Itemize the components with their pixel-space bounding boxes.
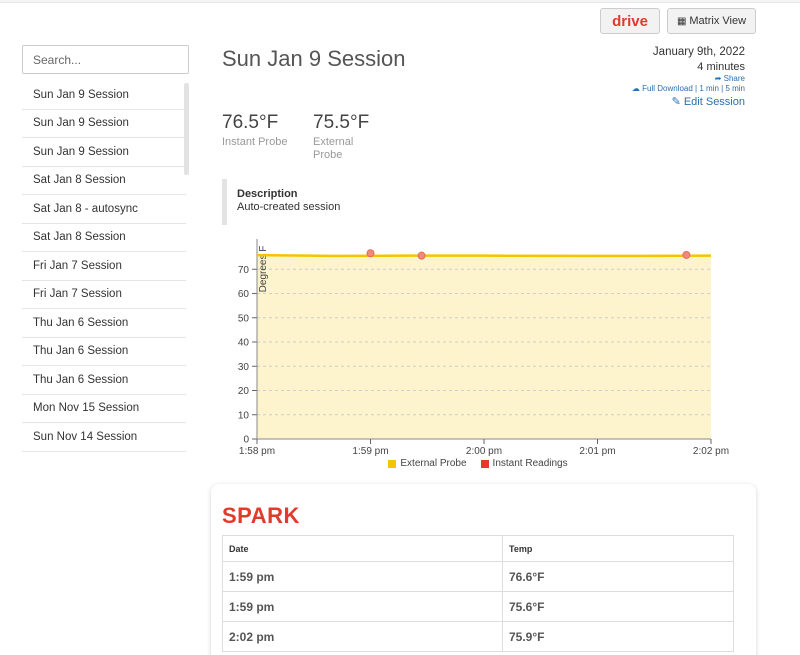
session-date: January 9th, 2022 <box>652 46 745 58</box>
table-row: 1:59 pm 75.6°F <box>222 591 734 622</box>
external-probe-area <box>257 255 711 439</box>
row-temp: 76.6°F <box>502 561 734 592</box>
y-tick-label: 40 <box>238 338 250 349</box>
instant-probe-label: Instant Probe <box>222 136 288 148</box>
row-temp: 75.9°F <box>502 621 734 652</box>
legend-external-probe[interactable]: External Probe <box>388 458 467 469</box>
matrix-view-button[interactable]: ▦ Matrix View <box>667 8 756 34</box>
y-axis-label: Degrees F <box>258 246 269 293</box>
drive-button[interactable]: drive <box>600 8 660 34</box>
sidebar-scrollbar[interactable] <box>184 83 189 175</box>
row-date: 1:59 pm <box>222 591 503 622</box>
spark-readings-table: Date Temp 1:59 pm 76.6°F 1:59 pm 75.6°F … <box>222 535 734 652</box>
y-tick-label: 50 <box>238 313 250 324</box>
session-list-item[interactable]: Thu Jan 6 Session <box>22 338 186 366</box>
full-download-link[interactable]: Full Download <box>642 84 693 93</box>
y-tick-label: 10 <box>238 410 250 421</box>
session-list-item[interactable]: Sun Nov 14 Session <box>22 423 186 452</box>
external-probe-value: 75.5°F <box>313 112 370 133</box>
x-tick-label: 1:59 pm <box>352 446 388 457</box>
description-title: Description <box>237 188 298 200</box>
y-tick-label: 20 <box>238 386 250 397</box>
x-tick-label: 2:01 pm <box>579 446 615 457</box>
legend-swatch-instant <box>480 459 489 468</box>
top-border <box>0 0 800 3</box>
external-probe-stat: 75.5°F External Probe <box>313 112 369 162</box>
chart-legend: External Probe Instant Readings <box>222 458 734 469</box>
chart-svg: 0 10 20 30 40 50 60 70 1:58 pm 1:59 pm 2:00 pm 2:01… <box>238 239 729 457</box>
date-column-header: Date <box>222 535 503 562</box>
drive-label: drive <box>612 12 648 30</box>
x-tick-label: 2:02 pm <box>693 446 729 457</box>
instant-reading-point <box>682 250 691 259</box>
pencil-icon: ✎ <box>671 96 681 108</box>
share-icon: ➦ <box>714 74 722 83</box>
description-text: Auto-created session <box>237 201 341 213</box>
spark-card: SPARK Date Temp 1:59 pm 76.6°F 1:59 pm 7… <box>211 484 756 655</box>
y-tick-label: 30 <box>238 362 250 373</box>
row-date: 2:02 pm <box>222 621 503 652</box>
edit-session-label: Edit Session <box>683 96 745 108</box>
session-list-item[interactable]: Thu Jan 6 Session <box>22 309 186 338</box>
session-list-item[interactable]: Mon Nov 15 Session <box>22 395 186 423</box>
session-meta: January 9th, 2022 4 minutes ➦ Share ☁ Fu… <box>632 46 745 108</box>
session-list-item[interactable]: Fri Jan 7 Session <box>22 281 186 309</box>
edit-session-link[interactable]: ✎ Edit Session <box>632 95 745 108</box>
spark-logo: SPARK <box>222 503 300 528</box>
session-list-item[interactable]: Sun Jan 9 Session <box>22 110 186 138</box>
instant-probe-value: 76.5°F <box>222 112 279 133</box>
y-tick-label: 70 <box>238 265 250 276</box>
matrix-view-label: Matrix View <box>689 15 747 27</box>
table-row: 2:02 pm 75.9°F <box>222 621 734 652</box>
x-tick-label: 1:58 pm <box>239 446 275 457</box>
share-label: Share <box>723 74 745 83</box>
cloud-download-icon: ☁ <box>631 84 640 93</box>
external-probe-line <box>256 253 712 258</box>
legend-swatch-external <box>388 459 397 468</box>
download-links: ☁ Full Download | 1 min | 5 min <box>631 84 745 93</box>
external-probe-label: External Probe <box>313 136 354 161</box>
session-list-item[interactable]: Thu Jan 6 Session <box>22 366 186 395</box>
session-duration: 4 minutes <box>697 61 745 73</box>
x-tick-label: 2:00 pm <box>466 446 502 457</box>
share-link[interactable]: ➦ Share <box>632 74 745 83</box>
search-input[interactable] <box>22 45 189 74</box>
legend-instant-readings[interactable]: Instant Readings <box>480 458 568 469</box>
y-tick-label: 0 <box>243 435 249 446</box>
table-grid-icon: ▦ <box>676 15 687 27</box>
row-temp: 75.6°F <box>502 591 734 622</box>
session-list-item[interactable]: Fri Jan 7 Session <box>22 252 186 281</box>
legend-label-instant: Instant Readings <box>492 458 568 469</box>
session-list-item[interactable]: Sat Jan 8 - autosync <box>22 195 186 224</box>
instant-reading-point <box>366 249 375 258</box>
y-tick-label: 60 <box>238 289 250 300</box>
description-block: Description Auto-created session <box>222 179 340 225</box>
instant-probe-stat: 76.5°F Instant Probe <box>222 112 302 149</box>
session-list: Sun Jan 9 Session Sun Jan 9 Session Sun Ja… <box>22 81 186 452</box>
page-title: Sun Jan 9 Session <box>222 46 406 71</box>
session-list-item[interactable]: Sat Jan 8 Session <box>22 224 186 252</box>
temperature-chart: 0 10 20 30 40 50 60 70 1:58 pm 1:59 pm 2:00 pm 2:01… <box>222 238 742 478</box>
instant-reading-point <box>417 251 426 260</box>
table-row: 1:59 pm 76.6°F <box>222 561 734 592</box>
five-min-link[interactable]: 5 min <box>725 84 745 93</box>
session-list-item[interactable]: Sat Jan 8 Session <box>22 167 186 195</box>
row-date: 1:59 pm <box>222 561 503 592</box>
session-list-item[interactable]: Sun Jan 9 Session <box>22 138 186 167</box>
legend-label-external: External Probe <box>400 458 467 469</box>
table-header-row: Date Temp <box>222 535 734 562</box>
temp-column-header: Temp <box>502 535 734 562</box>
session-list-item[interactable]: Sun Jan 9 Session <box>22 81 186 110</box>
one-min-link[interactable]: 1 min <box>699 84 719 93</box>
